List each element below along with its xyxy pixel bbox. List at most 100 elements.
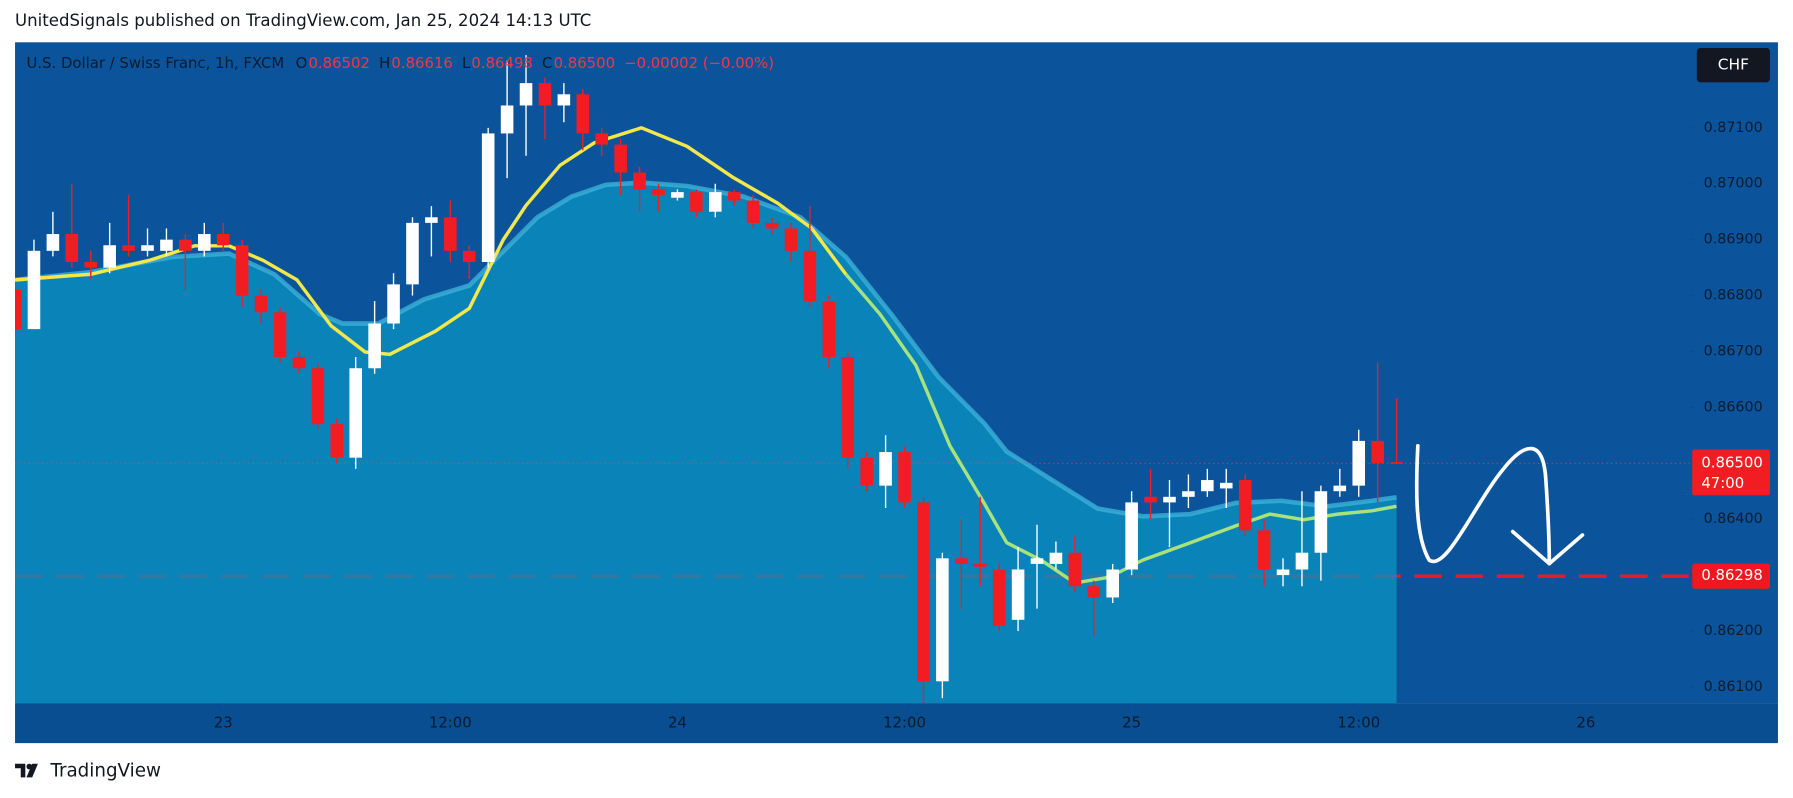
candle-body — [1276, 569, 1290, 576]
candle-body — [330, 424, 344, 458]
y-tick-label: 0.86400 — [1704, 511, 1763, 527]
candle-body — [1219, 482, 1233, 489]
hand-drawn-arrow — [1414, 444, 1585, 566]
candle-body — [444, 217, 457, 251]
candle-body — [65, 234, 79, 263]
x-tick-label: 24 — [668, 714, 687, 732]
candle-body — [1068, 552, 1082, 587]
candle-body — [122, 245, 135, 251]
candle-body — [519, 83, 533, 106]
candle-body — [1144, 496, 1157, 503]
candle-body — [198, 234, 211, 251]
candle-body — [898, 452, 911, 503]
y-tick-label: 0.86600 — [1704, 399, 1763, 415]
candle-body — [1106, 569, 1119, 598]
candle-body — [595, 133, 609, 145]
candle-body — [1314, 491, 1328, 553]
candle-body — [462, 250, 476, 263]
candle-body — [387, 284, 400, 324]
candle-body — [992, 569, 1006, 626]
x-tick-label: 12:00 — [883, 714, 926, 732]
ohlc-letter: O — [296, 54, 308, 72]
plot — [15, 55, 1690, 704]
y-tick-label: 0.86700 — [1704, 343, 1763, 359]
x-tick-label: 26 — [1576, 714, 1595, 732]
publish-title: UnitedSignals published on TradingView.c… — [15, 11, 591, 30]
x-tick-label: 25 — [1122, 714, 1141, 732]
ohlc-value: 0.86616 — [391, 54, 452, 72]
candle-body — [936, 558, 949, 682]
time-axis — [15, 703, 1778, 744]
candle-body — [784, 228, 798, 251]
candle-body — [500, 105, 514, 134]
band-area — [15, 182, 1397, 704]
candle-body — [1390, 462, 1403, 464]
candle-body — [216, 234, 230, 246]
legend: U.S. Dollar / Swiss Franc, 1h, FXCM O 0.8… — [26, 54, 774, 72]
candle-body — [292, 357, 306, 369]
candle-body — [46, 234, 60, 251]
ohlc-letter: C — [542, 54, 552, 72]
x-tick-label: 23 — [214, 714, 233, 732]
footer-logo — [15, 763, 38, 778]
candle-body — [160, 239, 173, 251]
moving-average — [15, 126, 848, 357]
ohlc-letter: H — [379, 54, 390, 72]
candle-body — [652, 189, 665, 195]
candle-body — [557, 94, 571, 106]
candle-body — [841, 357, 855, 458]
candle-body — [690, 192, 703, 212]
candle-body — [860, 457, 873, 486]
currency-badge — [1696, 48, 1770, 83]
price-label: 0.86500 — [1701, 453, 1762, 471]
candle-body — [254, 295, 268, 313]
candle-body — [822, 301, 836, 358]
y-tick-label: 0.86200 — [1704, 623, 1763, 639]
candle-body — [368, 323, 381, 369]
currency: CHF — [1718, 56, 1749, 74]
candle-body — [746, 200, 760, 223]
arrow-stroke — [1414, 444, 1552, 566]
candle-body — [633, 172, 646, 190]
candle-body — [917, 502, 930, 682]
support-badge — [1692, 563, 1770, 589]
price-badge — [1692, 449, 1770, 496]
ohlc-letter: L — [462, 54, 471, 72]
candle-body — [955, 558, 968, 564]
candle-body — [973, 563, 987, 567]
candle-body — [1182, 491, 1195, 497]
candle-body — [1163, 496, 1176, 503]
ohlc-value: 0.86498 — [471, 54, 532, 72]
candle-body — [311, 368, 325, 425]
y-tick-label: 0.86900 — [1704, 232, 1763, 248]
candle-body — [803, 250, 817, 302]
candle-body — [671, 192, 684, 198]
candle-body — [481, 133, 495, 263]
candle-body — [708, 192, 722, 212]
candle-body — [1238, 480, 1252, 531]
change: −0.00002 (−0.00%) — [624, 54, 774, 72]
x-tick-label: 12:00 — [429, 714, 472, 732]
symbol: U.S. Dollar / Swiss Franc, 1h, FXCM — [26, 54, 284, 72]
candle-body — [406, 222, 419, 285]
candle-body — [576, 94, 590, 134]
candle-body — [349, 368, 362, 458]
candle-body — [614, 144, 627, 173]
x-tick-label: 12:00 — [1337, 714, 1380, 732]
candle-body — [425, 217, 438, 223]
candle-body — [1371, 440, 1384, 464]
candle-body — [84, 262, 98, 268]
candle-body — [1087, 586, 1101, 598]
candle-body — [273, 312, 287, 358]
logo-v — [26, 763, 38, 778]
countdown: 47:00 — [1701, 474, 1744, 492]
candle-body — [103, 245, 116, 268]
y-tick-label: 0.87100 — [1704, 120, 1763, 136]
candle-body — [1333, 485, 1347, 492]
y-tick-label: 0.87000 — [1704, 176, 1763, 192]
candle-body — [879, 452, 892, 486]
candle-body — [235, 245, 249, 296]
candle-body — [1257, 530, 1271, 570]
